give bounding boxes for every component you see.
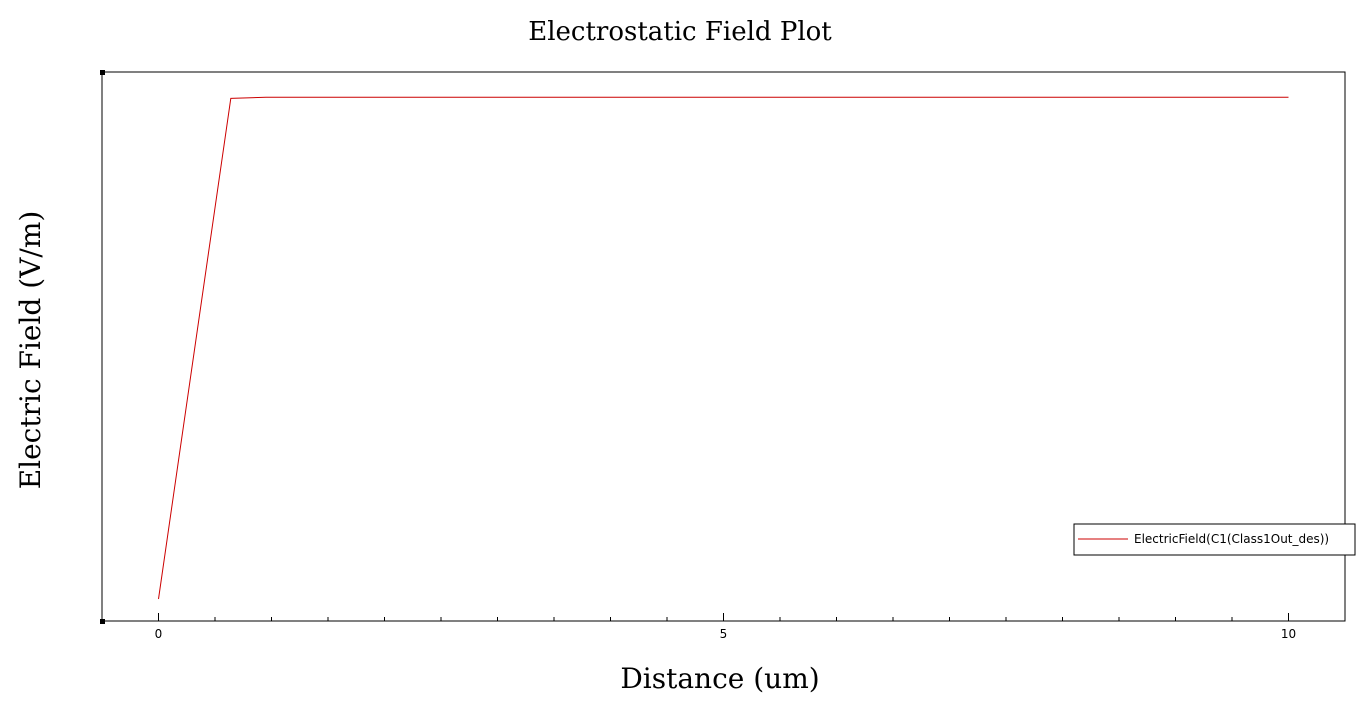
axis-corner-marker-bottom xyxy=(100,619,105,624)
x-axis-label: Distance (um) xyxy=(620,662,819,695)
x-tick-label: 5 xyxy=(720,627,728,641)
legend-entry-label: ElectricField(C1(Class1Out_des)) xyxy=(1134,532,1329,546)
x-tick-label: 10 xyxy=(1281,627,1296,641)
axis-corner-marker-top xyxy=(100,70,105,75)
series-layer xyxy=(158,96,1289,600)
chart-title: Electrostatic Field Plot xyxy=(528,17,832,47)
y-axis-label: Electric Field (V/m) xyxy=(14,211,47,490)
series-line-electric-field xyxy=(158,96,1289,600)
x-axis-ticks: 0 5 10 xyxy=(101,613,1346,641)
legend[interactable]: ElectricField(C1(Class1Out_des)) xyxy=(1073,523,1356,556)
x-tick-label: 0 xyxy=(155,627,163,641)
